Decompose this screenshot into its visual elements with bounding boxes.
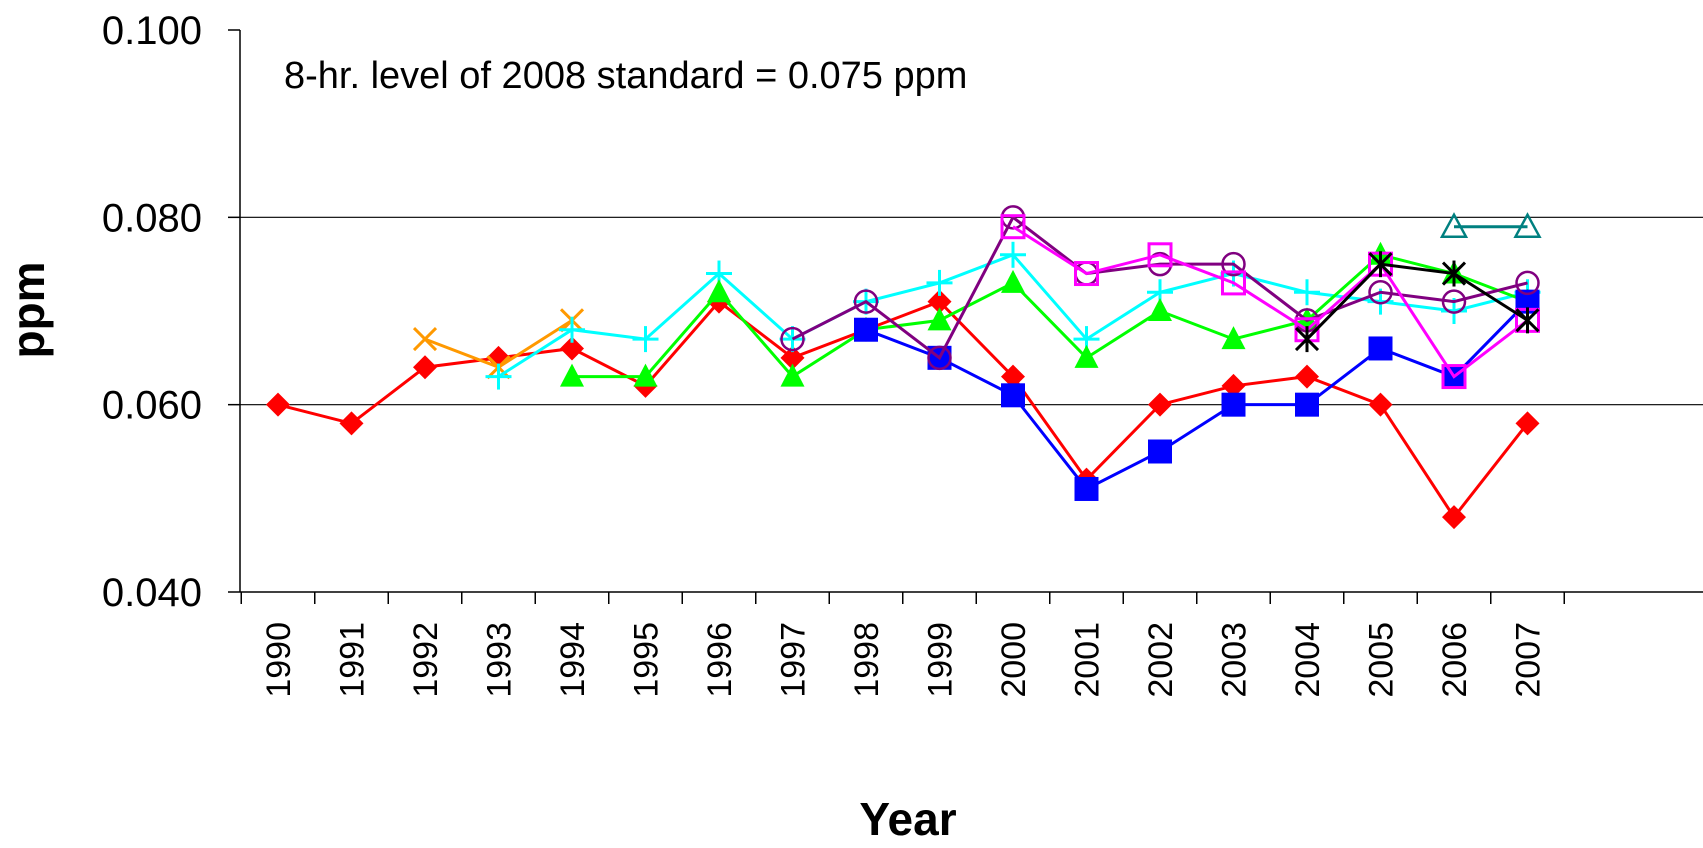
data-point xyxy=(854,317,878,342)
x-axis-title: Year xyxy=(859,793,956,845)
data-point xyxy=(559,316,585,343)
x-tick-label-2007: 2007 xyxy=(1510,622,1548,698)
data-point xyxy=(1148,392,1172,417)
data-point xyxy=(1074,476,1099,501)
x-tick-label-2006: 2006 xyxy=(1436,622,1474,698)
x-tick-label-1991: 1991 xyxy=(334,622,372,698)
data-point xyxy=(1368,336,1393,361)
series-line xyxy=(277,299,1529,520)
data-point xyxy=(632,326,659,353)
data-series xyxy=(266,205,1542,530)
series-line xyxy=(865,300,1529,491)
x-tick-label-2001: 2001 xyxy=(1069,622,1107,698)
y-axis-title: ppm xyxy=(2,261,54,358)
data-point xyxy=(1074,261,1099,287)
data-point xyxy=(780,345,805,370)
data-point xyxy=(1295,364,1319,389)
series-9 xyxy=(1439,212,1542,238)
data-point xyxy=(1221,251,1246,277)
x-tick-label-1998: 1998 xyxy=(848,622,886,698)
x-tick-label-1995: 1995 xyxy=(628,622,666,698)
data-point xyxy=(1513,212,1542,238)
data-point xyxy=(780,363,805,387)
data-point xyxy=(1441,260,1467,287)
data-point xyxy=(560,336,584,361)
data-point xyxy=(780,326,805,352)
x-tick-label-1994: 1994 xyxy=(554,622,592,698)
x-tick-label-2004: 2004 xyxy=(1289,622,1327,698)
grid-lines xyxy=(240,216,1703,406)
series-line xyxy=(791,215,1528,361)
data-point xyxy=(1515,307,1540,334)
data-point xyxy=(1074,344,1099,368)
data-point xyxy=(266,392,290,417)
series-line xyxy=(1305,262,1529,341)
data-point xyxy=(1295,392,1319,417)
y-tick-label: 0.060 xyxy=(102,384,202,428)
data-point xyxy=(1368,392,1393,417)
data-point xyxy=(1221,373,1246,398)
data-point xyxy=(1000,214,1026,240)
data-point xyxy=(1439,212,1469,238)
x-tick-labels: 1990 1991 1992 1993 1994 1995 1996 1997 1998 1999… xyxy=(260,622,1548,698)
data-point xyxy=(1441,364,1467,390)
data-point xyxy=(927,345,952,371)
y-tick-label: 0.080 xyxy=(102,196,202,240)
data-point xyxy=(1368,280,1393,305)
data-point xyxy=(1515,270,1540,296)
data-point xyxy=(1221,392,1246,417)
data-point xyxy=(927,307,952,331)
data-point xyxy=(707,279,731,303)
x-tick-label-1996: 1996 xyxy=(701,622,739,698)
data-point xyxy=(412,327,438,352)
data-point xyxy=(339,411,364,436)
data-point xyxy=(1147,242,1173,268)
data-point xyxy=(1148,439,1172,464)
data-point xyxy=(1368,251,1393,278)
data-point xyxy=(413,355,437,380)
x-tick-label-1999: 1999 xyxy=(922,622,960,698)
data-point xyxy=(926,269,953,296)
data-point xyxy=(1001,383,1025,408)
x-tick-label-2002: 2002 xyxy=(1142,622,1180,698)
data-point xyxy=(1515,411,1540,436)
x-tick-label-1993: 1993 xyxy=(481,622,519,698)
data-point xyxy=(560,363,584,387)
data-point xyxy=(1221,326,1246,350)
data-point xyxy=(1001,269,1025,293)
data-point xyxy=(1221,270,1246,296)
axes xyxy=(228,29,1703,604)
x-tick-label-2000: 2000 xyxy=(995,622,1033,698)
data-point xyxy=(1294,279,1320,306)
data-point xyxy=(1148,298,1172,321)
x-tick-label-1990: 1990 xyxy=(260,622,298,698)
data-point xyxy=(1442,505,1466,530)
x-tick-label-1992: 1992 xyxy=(407,622,445,698)
data-point xyxy=(927,289,952,314)
data-point xyxy=(1000,241,1026,268)
data-point xyxy=(1441,289,1467,314)
y-tick-label: 0.100 xyxy=(102,9,202,53)
data-point xyxy=(1001,364,1025,389)
standard-annotation: 8-hr. level of 2008 standard = 0.075 ppm xyxy=(284,55,967,97)
data-point xyxy=(485,363,512,390)
data-point xyxy=(1294,326,1320,353)
x-tick-label-2003: 2003 xyxy=(1216,622,1254,698)
data-point xyxy=(853,289,879,314)
y-tick-label: 0.040 xyxy=(102,571,202,615)
y-tick-labels: 0.040 0.060 0.080 0.100 xyxy=(102,9,202,615)
x-tick-label-2005: 2005 xyxy=(1363,622,1401,698)
x-tick-label-1997: 1997 xyxy=(775,622,813,698)
series-8 xyxy=(1294,251,1540,353)
data-point xyxy=(633,363,658,387)
